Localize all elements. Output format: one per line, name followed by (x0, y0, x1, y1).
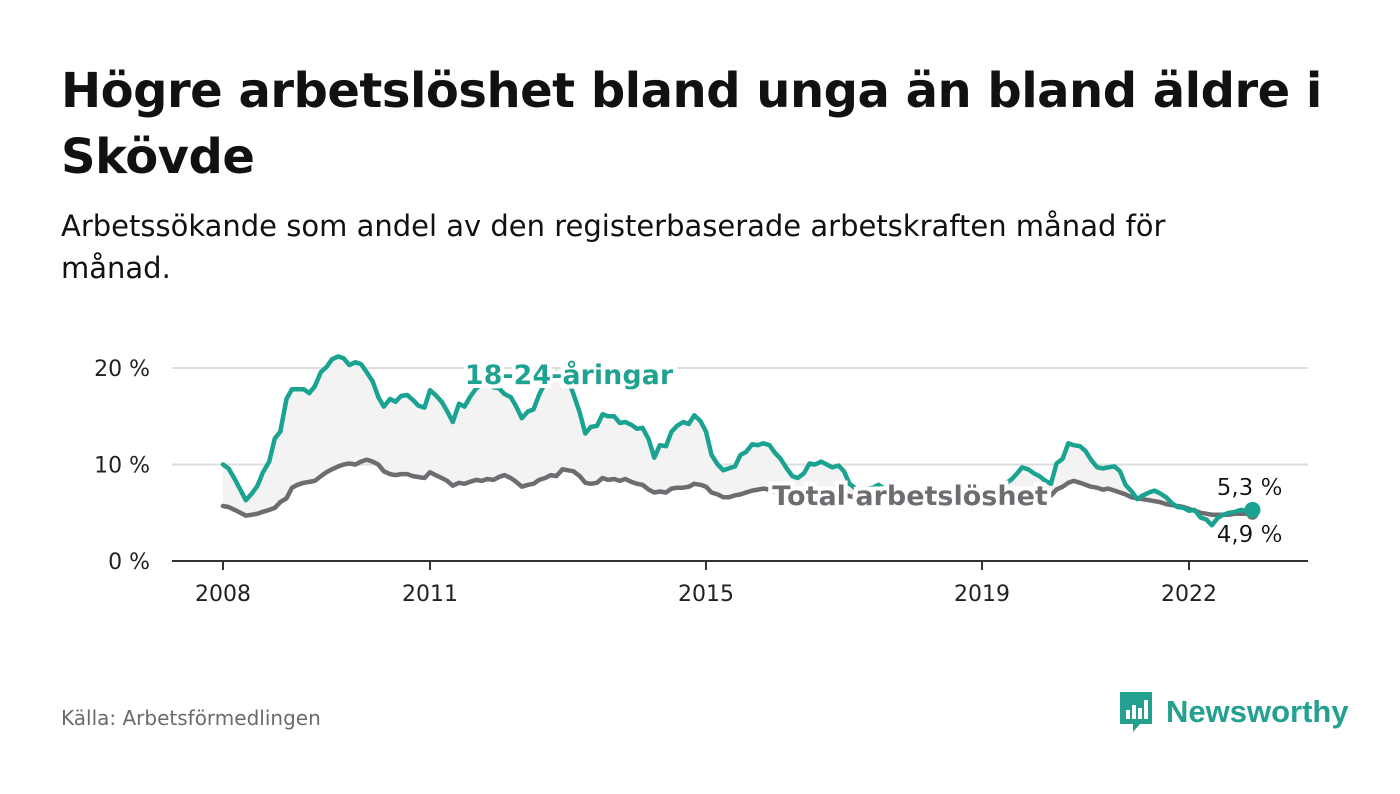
x-tick-label: 2015 (678, 582, 734, 607)
end-value-label-young: 5,3 % (1217, 475, 1283, 501)
series-label-total: Total arbetslöshet (772, 481, 1048, 512)
brand-logo: Newsworthy (1118, 690, 1349, 734)
y-tick-label: 10 % (94, 454, 150, 479)
end-value-label-total: 4,9 % (1217, 522, 1283, 548)
brand-name: Newsworthy (1166, 694, 1349, 729)
y-tick-label: 0 % (108, 550, 150, 575)
chart-title: Högre arbetslöshet bland unga än bland ä… (61, 63, 1322, 185)
y-tick-label: 20 % (94, 357, 150, 382)
end-point-young (1244, 501, 1261, 518)
x-tick-label: 2011 (402, 582, 458, 607)
series-label-young: 18-24-åringar (465, 359, 674, 391)
series-line-young (220, 354, 1255, 528)
x-tick-label: 2019 (954, 582, 1010, 607)
x-tick-label: 2022 (1161, 582, 1217, 607)
source-note: Källa: Arbetsförmedlingen (61, 706, 321, 730)
bar-chart-speech-bubble-icon (1120, 692, 1152, 732)
x-tick-label: 2008 (195, 582, 251, 607)
range-band (223, 356, 1253, 526)
chart-subtitle: Arbetssökande som andel av den registerb… (61, 209, 1166, 285)
series-line-total (220, 457, 1255, 518)
